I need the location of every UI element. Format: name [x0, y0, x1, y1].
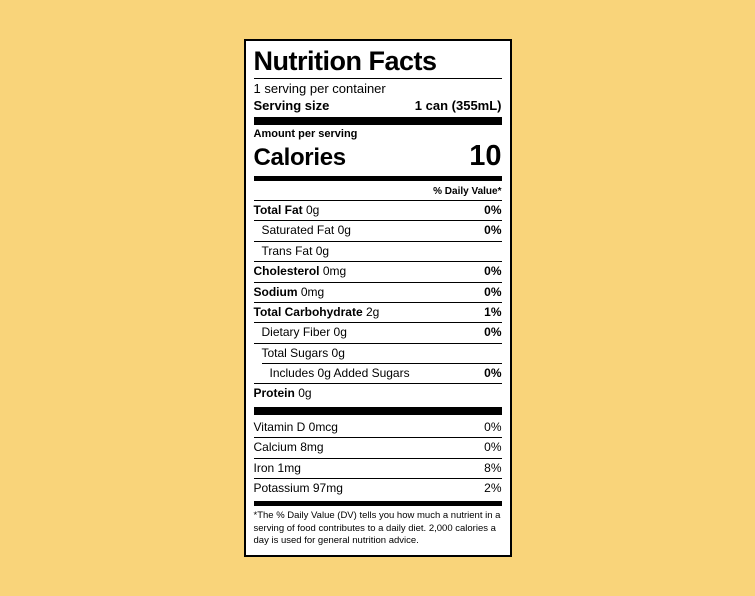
nutrient-dv: 0% [484, 264, 502, 279]
nutrient-dv: 1% [484, 304, 502, 319]
nutrient-dv: 0% [484, 325, 502, 340]
serving-size-row: Serving size 1 can (355mL) [254, 98, 502, 114]
nutrient-name: Potassium 97mg [253, 481, 343, 496]
nutrient-row-total-carbohydrate: Total Carbohydrate 2g 1% [253, 301, 502, 322]
nutrient-name: Calcium 8mg [253, 440, 324, 455]
nutrient-dv: 0% [484, 223, 502, 238]
nutrient-name: Vitamin D 0mcg [253, 419, 338, 434]
nutrient-row-sodium: Sodium 0mg 0% [253, 281, 502, 302]
nutrient-dv: 0% [484, 284, 502, 299]
divider-thick-bar [253, 406, 502, 415]
nutrient-row-dietary-fiber: Dietary Fiber 0g 0% [253, 322, 502, 342]
nutrient-row-saturated-fat: Saturated Fat 0g 0% [253, 220, 502, 240]
serving-size-label: Serving size [253, 97, 330, 113]
nutrient-row-trans-fat: Trans Fat 0g [253, 240, 502, 261]
nutrient-name: Trans Fat 0g [261, 243, 330, 258]
nutrient-name: Saturated Fat 0g [261, 223, 351, 238]
micronutrient-row-vitamin-d: Vitamin D 0mcg 0% [254, 418, 502, 437]
servings-per-container: 1 serving per container [253, 80, 386, 96]
nutrition-facts-label: Nutrition Facts 1 serving per container … [243, 38, 512, 558]
calories-label: Calories [253, 143, 347, 171]
calories-value: 10 [469, 139, 502, 172]
nutrient-name: Sodium 0mg [253, 284, 325, 299]
nutrient-dv: 8% [484, 460, 502, 475]
nutrient-dv: 0% [484, 440, 502, 455]
divider-medium-bar [253, 501, 502, 507]
nutrient-name: Cholesterol 0mg [253, 264, 347, 279]
nutrient-dv: 0% [484, 366, 502, 381]
nutrient-row-cholesterol: Cholesterol 0mg 0% [253, 261, 502, 281]
serving-size-value: 1 can (355mL) [414, 97, 502, 113]
nutrient-dv: 2% [484, 481, 502, 496]
nutrient-name: Total Sugars 0g [261, 345, 345, 360]
nutrient-dv: 0% [484, 202, 502, 217]
daily-value-footnote: *The % Daily Value (DV) tells you how mu… [253, 510, 501, 547]
nutrient-name: Iron 1mg [253, 460, 301, 475]
micronutrient-row-potassium: Potassium 97mg 2% [253, 478, 502, 498]
micronutrient-row-iron: Iron 1mg 8% [253, 457, 502, 478]
label-title: Nutrition Facts [253, 45, 438, 76]
nutrient-name: Includes 0g Added Sugars [269, 366, 410, 381]
daily-value-header: % Daily Value* [433, 185, 502, 197]
nutrient-row-protein: Protein 0g [253, 383, 502, 403]
amount-per-serving-label: Amount per serving [253, 127, 358, 140]
nutrient-name: Total Fat 0g [253, 202, 320, 217]
nutrient-name: Total Carbohydrate 2g [253, 304, 380, 319]
nutrient-row-total-fat: Total Fat 0g 0% [253, 199, 502, 220]
nutrient-name: Dietary Fiber 0g [261, 325, 347, 340]
divider-hairline [253, 77, 502, 79]
divider-thick-bar [253, 116, 502, 125]
nutrient-row-total-sugars: Total Sugars 0g [253, 342, 502, 363]
divider-medium-bar [253, 175, 502, 181]
micronutrient-row-calcium: Calcium 8mg 0% [253, 437, 502, 457]
nutrient-row-added-sugars: Includes 0g Added Sugars 0% [261, 363, 502, 383]
nutrient-dv: 0% [484, 419, 502, 434]
calories-row: Calories 10 [254, 140, 502, 173]
nutrient-name: Protein 0g [253, 386, 312, 401]
